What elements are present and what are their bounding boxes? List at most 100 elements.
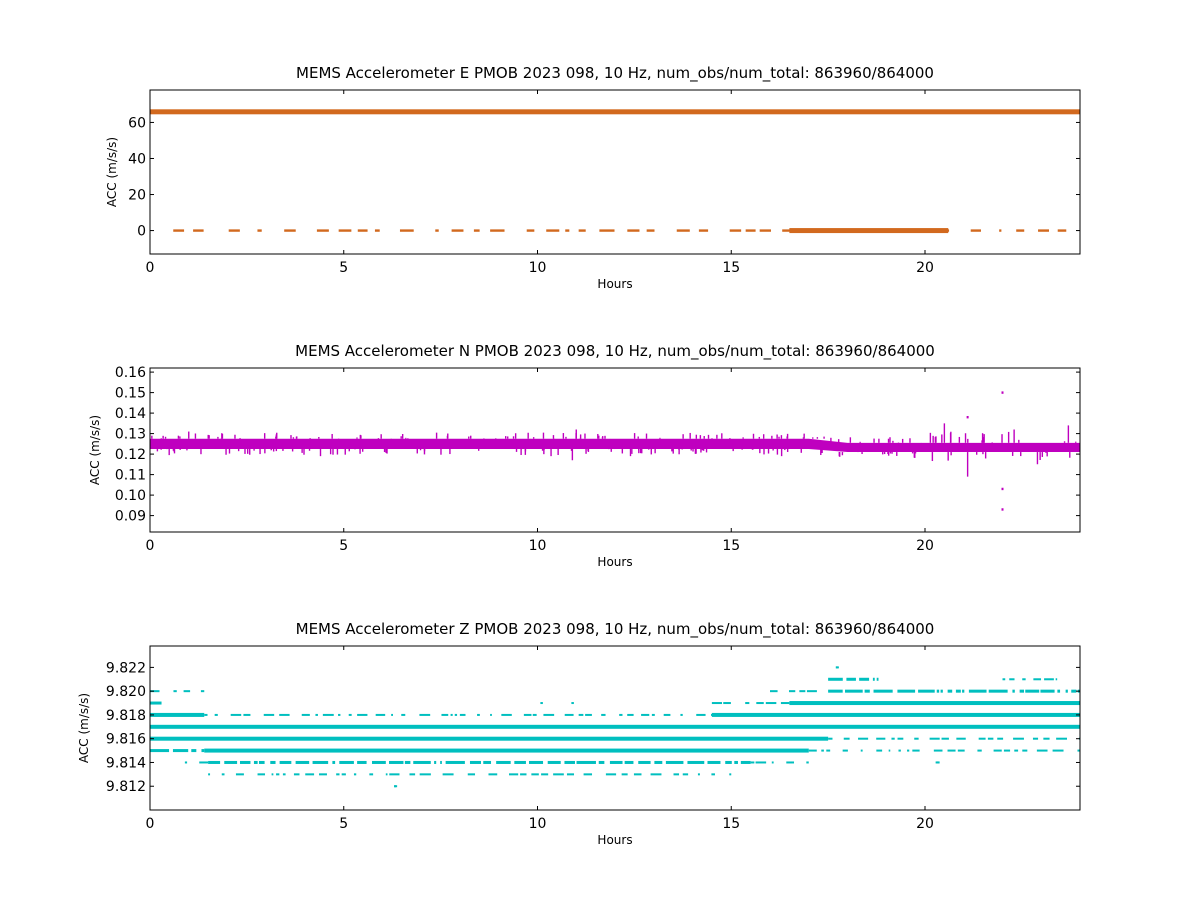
data-level-3-2-15 bbox=[1003, 749, 1011, 752]
data-level-3-2-13 bbox=[977, 749, 982, 752]
y-tick-label: 20 bbox=[128, 188, 146, 204]
data-point-1-11 bbox=[451, 229, 464, 232]
data-level-6-1-9 bbox=[338, 713, 341, 716]
data-point-1-40 bbox=[1057, 229, 1067, 232]
data-level-1-0-28 bbox=[605, 773, 617, 776]
data-point-1-0 bbox=[173, 229, 185, 232]
x-tick-label: 15 bbox=[722, 538, 740, 554]
data-level-6-1-14 bbox=[401, 713, 406, 716]
data-level-2-1-15 bbox=[413, 760, 431, 764]
data-level-1-0-6 bbox=[282, 773, 286, 776]
y-tick-label: 0.11 bbox=[115, 468, 146, 484]
data-level-8-0-2 bbox=[183, 690, 191, 693]
data-level-8-2-4 bbox=[897, 689, 916, 693]
data-level-4-1-4 bbox=[891, 737, 895, 740]
data-level-8-2-6 bbox=[936, 689, 940, 693]
data-level-2-2-1 bbox=[755, 761, 767, 764]
data-level-4-1-0 bbox=[828, 737, 833, 740]
data-level-4-0 bbox=[150, 736, 829, 741]
data-level-3-2-10 bbox=[933, 749, 943, 752]
data-point-1-1 bbox=[193, 229, 204, 232]
data-level-2-1-21 bbox=[496, 760, 511, 764]
data-level-4-1-5 bbox=[897, 737, 904, 740]
data-level-2-1-27 bbox=[598, 760, 605, 764]
data-level-8-2-13 bbox=[1012, 689, 1015, 693]
data-spike-11 bbox=[1001, 508, 1004, 511]
data-level-3-0-2 bbox=[191, 749, 197, 753]
data-level-1-0-32 bbox=[673, 773, 680, 776]
data-level-2-1-7 bbox=[295, 760, 310, 764]
data-level-1-0-9 bbox=[319, 773, 327, 776]
data-level-1-0-21 bbox=[509, 773, 519, 776]
data-band-2 bbox=[789, 228, 949, 234]
x-tick-label: 10 bbox=[529, 816, 547, 832]
data-point-1-7 bbox=[357, 229, 368, 232]
data-point-extra-1 bbox=[571, 702, 574, 705]
data-level-3-2-6 bbox=[888, 749, 891, 752]
data-level-6-1-11 bbox=[357, 713, 368, 716]
x-axis-label: Hours bbox=[597, 833, 632, 847]
data-level-1-0-11 bbox=[341, 773, 346, 776]
data-level-0-0-0 bbox=[394, 785, 397, 788]
y-tick-label: 0.09 bbox=[115, 509, 146, 525]
y-axis-label: ACC (m/s/s) bbox=[105, 137, 119, 207]
data-level-4-1-15 bbox=[1043, 737, 1050, 740]
data-level-2-1-17 bbox=[440, 760, 442, 764]
data-point-extra-0 bbox=[540, 702, 543, 705]
data-level-1-0-15 bbox=[389, 773, 400, 776]
data-level-3-2-0 bbox=[808, 749, 817, 752]
data-level-1-0-27 bbox=[583, 773, 593, 776]
data-level-6-1-22 bbox=[501, 713, 512, 716]
data-level-2-1-8 bbox=[312, 760, 329, 764]
data-level-9-1-4 bbox=[1044, 678, 1054, 681]
data-level-4-1-6 bbox=[914, 737, 919, 740]
data-level-8-2-2 bbox=[864, 689, 870, 693]
data-layer bbox=[150, 666, 1080, 788]
data-level-2-1-12 bbox=[372, 760, 386, 764]
data-level-1-0-2 bbox=[235, 773, 244, 776]
y-axis-label: ACC (m/s/s) bbox=[77, 693, 91, 763]
data-level-2-1-37 bbox=[740, 760, 751, 764]
data-level-1-0-34 bbox=[697, 773, 700, 776]
data-level-8-2-3 bbox=[873, 689, 893, 693]
data-level-2-1-0 bbox=[208, 760, 221, 764]
data-level-3-0-3 bbox=[201, 749, 205, 753]
data-point-1-22 bbox=[698, 229, 709, 232]
chart-panel-1: 0 5 10 15 20 0.09 0.10 0.11 0.12 0.13 0.14 0.15 0.16… bbox=[88, 342, 1081, 569]
data-level-1-0-36 bbox=[729, 773, 732, 776]
data-level-6-0 bbox=[150, 712, 205, 717]
data-level-1-0-12 bbox=[353, 773, 357, 776]
data-level-2-1-9 bbox=[332, 760, 336, 764]
data-level-2-2-4 bbox=[806, 761, 809, 764]
data-level-9-0-2 bbox=[859, 677, 870, 681]
y-tick-label: 0.14 bbox=[115, 406, 146, 422]
data-point-1-10 bbox=[435, 229, 439, 232]
data-spike-8 bbox=[966, 416, 969, 419]
data-level-2-1-36 bbox=[734, 760, 738, 764]
data-level-3-2-2 bbox=[826, 749, 831, 752]
data-level-2-2-2 bbox=[771, 761, 774, 764]
data-level-6-1-17 bbox=[450, 713, 453, 716]
data-level-7-1-2 bbox=[745, 702, 750, 705]
data-level-2-1-10 bbox=[339, 760, 354, 764]
data-level-2-1-3 bbox=[253, 760, 258, 764]
y-tick-label: 9.812 bbox=[106, 779, 146, 795]
data-point-1-19 bbox=[627, 229, 640, 232]
x-axis-label: Hours bbox=[597, 277, 632, 291]
data-level-2-1-33 bbox=[687, 760, 705, 764]
data-level-6-1-18 bbox=[454, 713, 458, 716]
data-level-6-1-33 bbox=[651, 713, 655, 716]
data-level-2-1-24 bbox=[547, 760, 561, 764]
y-tick-label: 0 bbox=[137, 224, 146, 240]
data-level-2-1-29 bbox=[624, 760, 634, 764]
y-tick-label: 40 bbox=[128, 151, 146, 167]
data-level-6-1-10 bbox=[348, 713, 352, 716]
data-point-1-13 bbox=[490, 229, 505, 232]
data-level-6-2 bbox=[711, 712, 1080, 717]
data-point-1-26 bbox=[782, 229, 794, 232]
data-level-6-1-7 bbox=[315, 713, 318, 716]
data-level-6-1-26 bbox=[564, 713, 574, 716]
data-level-6-1-28 bbox=[585, 713, 592, 716]
data-level-4-1-2 bbox=[858, 737, 869, 740]
data-level-8-2-16 bbox=[1040, 689, 1055, 693]
